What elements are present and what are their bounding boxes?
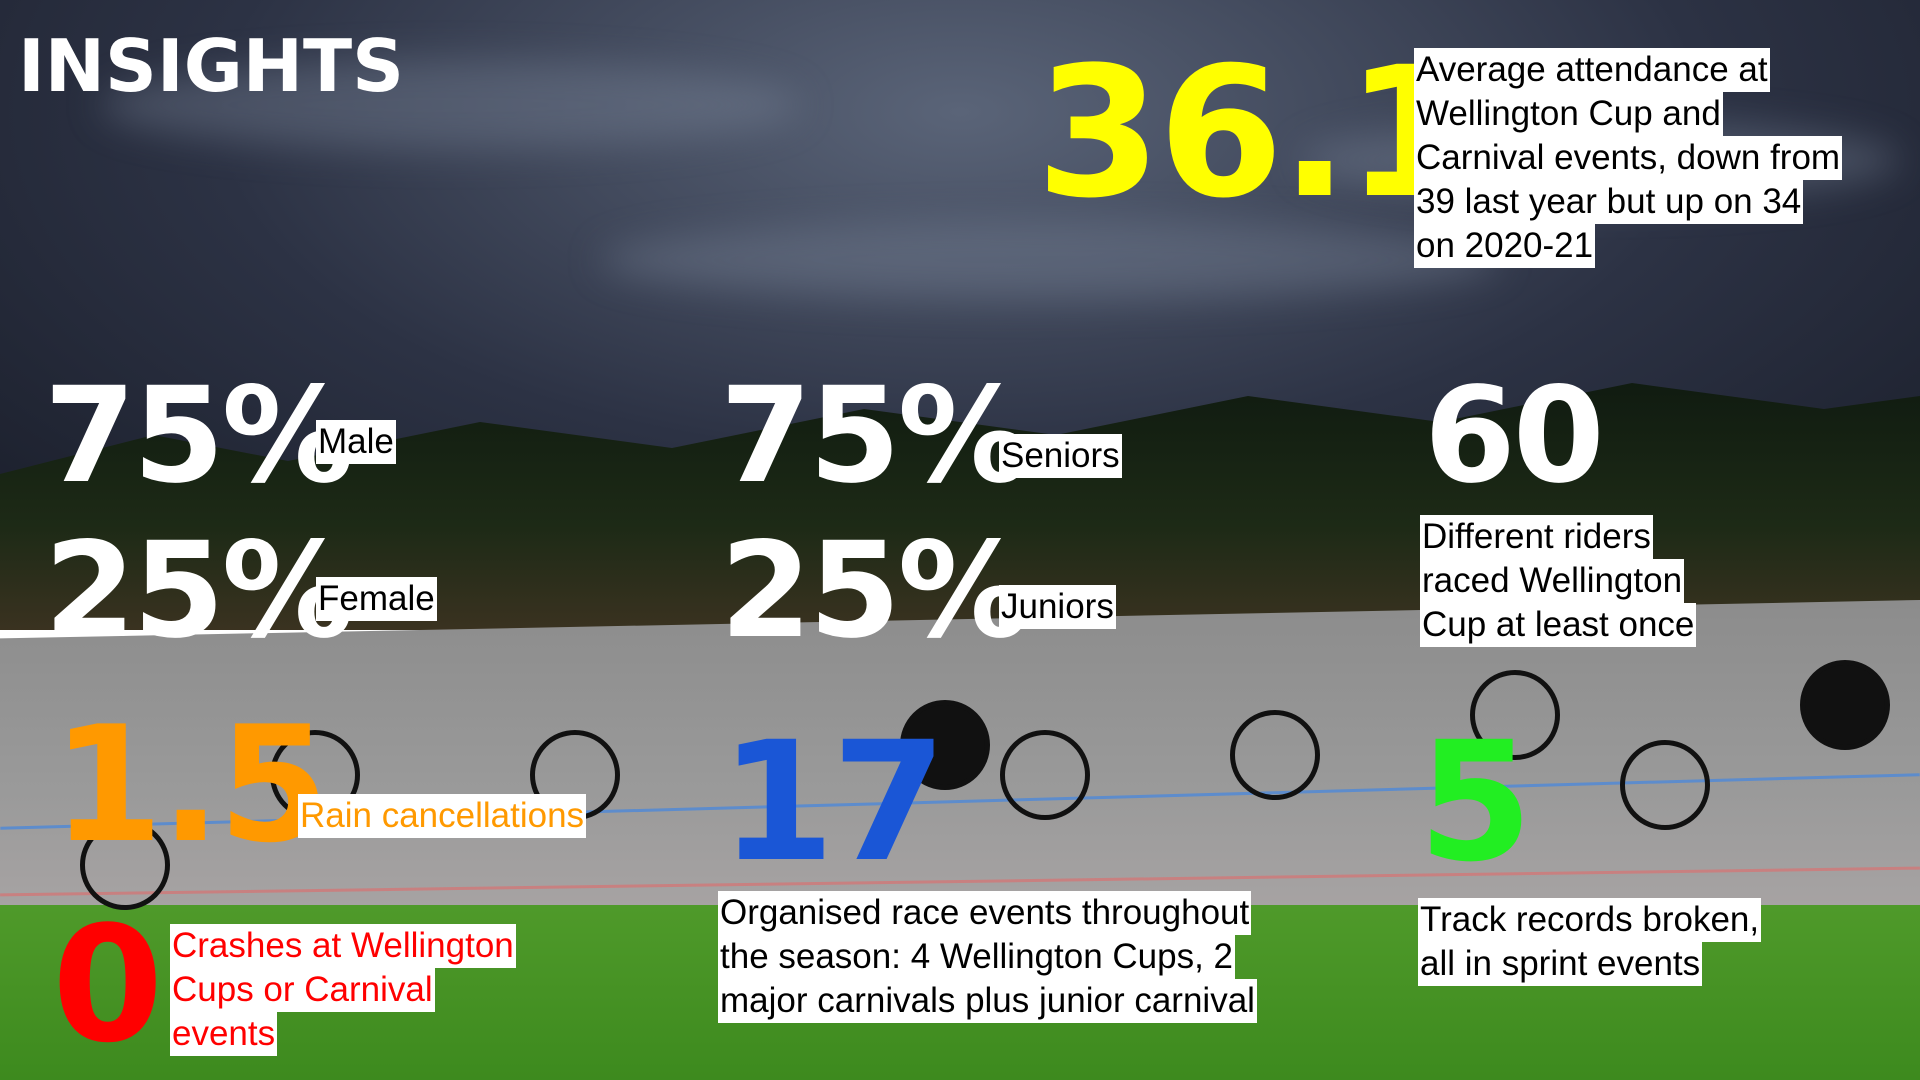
- description-line: Different riders: [1420, 515, 1653, 559]
- label-line: Male: [316, 420, 396, 464]
- stat-value: 36.1: [1036, 44, 1468, 224]
- description-line: Wellington Cup and: [1414, 92, 1723, 136]
- description-line: Organised race events throughout: [718, 891, 1251, 935]
- stat-label: Seniors: [999, 434, 1122, 478]
- stat-label: Male: [316, 420, 396, 464]
- stat-value: 60: [1424, 370, 1602, 502]
- description-line: Rain cancellations: [298, 794, 586, 838]
- stat-value: 75%: [44, 370, 351, 502]
- stat-label: Juniors: [999, 585, 1116, 629]
- description-line: Carnival events, down from: [1414, 136, 1842, 180]
- description-line: Track records broken,: [1418, 898, 1761, 942]
- description-line: major carnivals plus junior carnival: [718, 979, 1257, 1023]
- label-line: Female: [316, 577, 437, 621]
- stat-value: 0: [52, 905, 160, 1065]
- wheel: [1000, 730, 1090, 820]
- description-line: raced Wellington: [1420, 559, 1684, 603]
- description-line: on 2020-21: [1414, 224, 1595, 268]
- description-line: Average attendance at: [1414, 48, 1770, 92]
- stat-value: 25%: [44, 525, 351, 657]
- label-line: Juniors: [999, 585, 1116, 629]
- label-line: Seniors: [999, 434, 1122, 478]
- slide: INSIGHTS 36.1 Average attendance atWelli…: [0, 0, 1920, 1080]
- stat-description: Track records broken,all in sprint event…: [1418, 898, 1761, 986]
- title: INSIGHTS: [18, 30, 404, 102]
- stat-value: 17: [720, 720, 944, 885]
- stat-value: 25%: [720, 525, 1027, 657]
- description-line: all in sprint events: [1418, 942, 1702, 986]
- stat-value: 1.5: [52, 705, 326, 865]
- description-line: events: [170, 1012, 277, 1056]
- wheel: [1230, 710, 1320, 800]
- description-line: 39 last year but up on 34: [1414, 180, 1803, 224]
- description-line: Cup at least once: [1420, 603, 1696, 647]
- wheel: [1620, 740, 1710, 830]
- description-line: Cups or Carnival: [170, 968, 435, 1012]
- stat-label: Female: [316, 577, 437, 621]
- page: Insights { "title": "INSIGHTS", "attenda…: [0, 0, 1920, 1080]
- stat-value: 5: [1418, 720, 1530, 885]
- stat-value: 75%: [720, 370, 1027, 502]
- stat-description: Rain cancellations: [298, 794, 586, 838]
- description-line: Crashes at Wellington: [170, 924, 516, 968]
- wheel: [1800, 660, 1890, 750]
- description-line: the season: 4 Wellington Cups, 2: [718, 935, 1235, 979]
